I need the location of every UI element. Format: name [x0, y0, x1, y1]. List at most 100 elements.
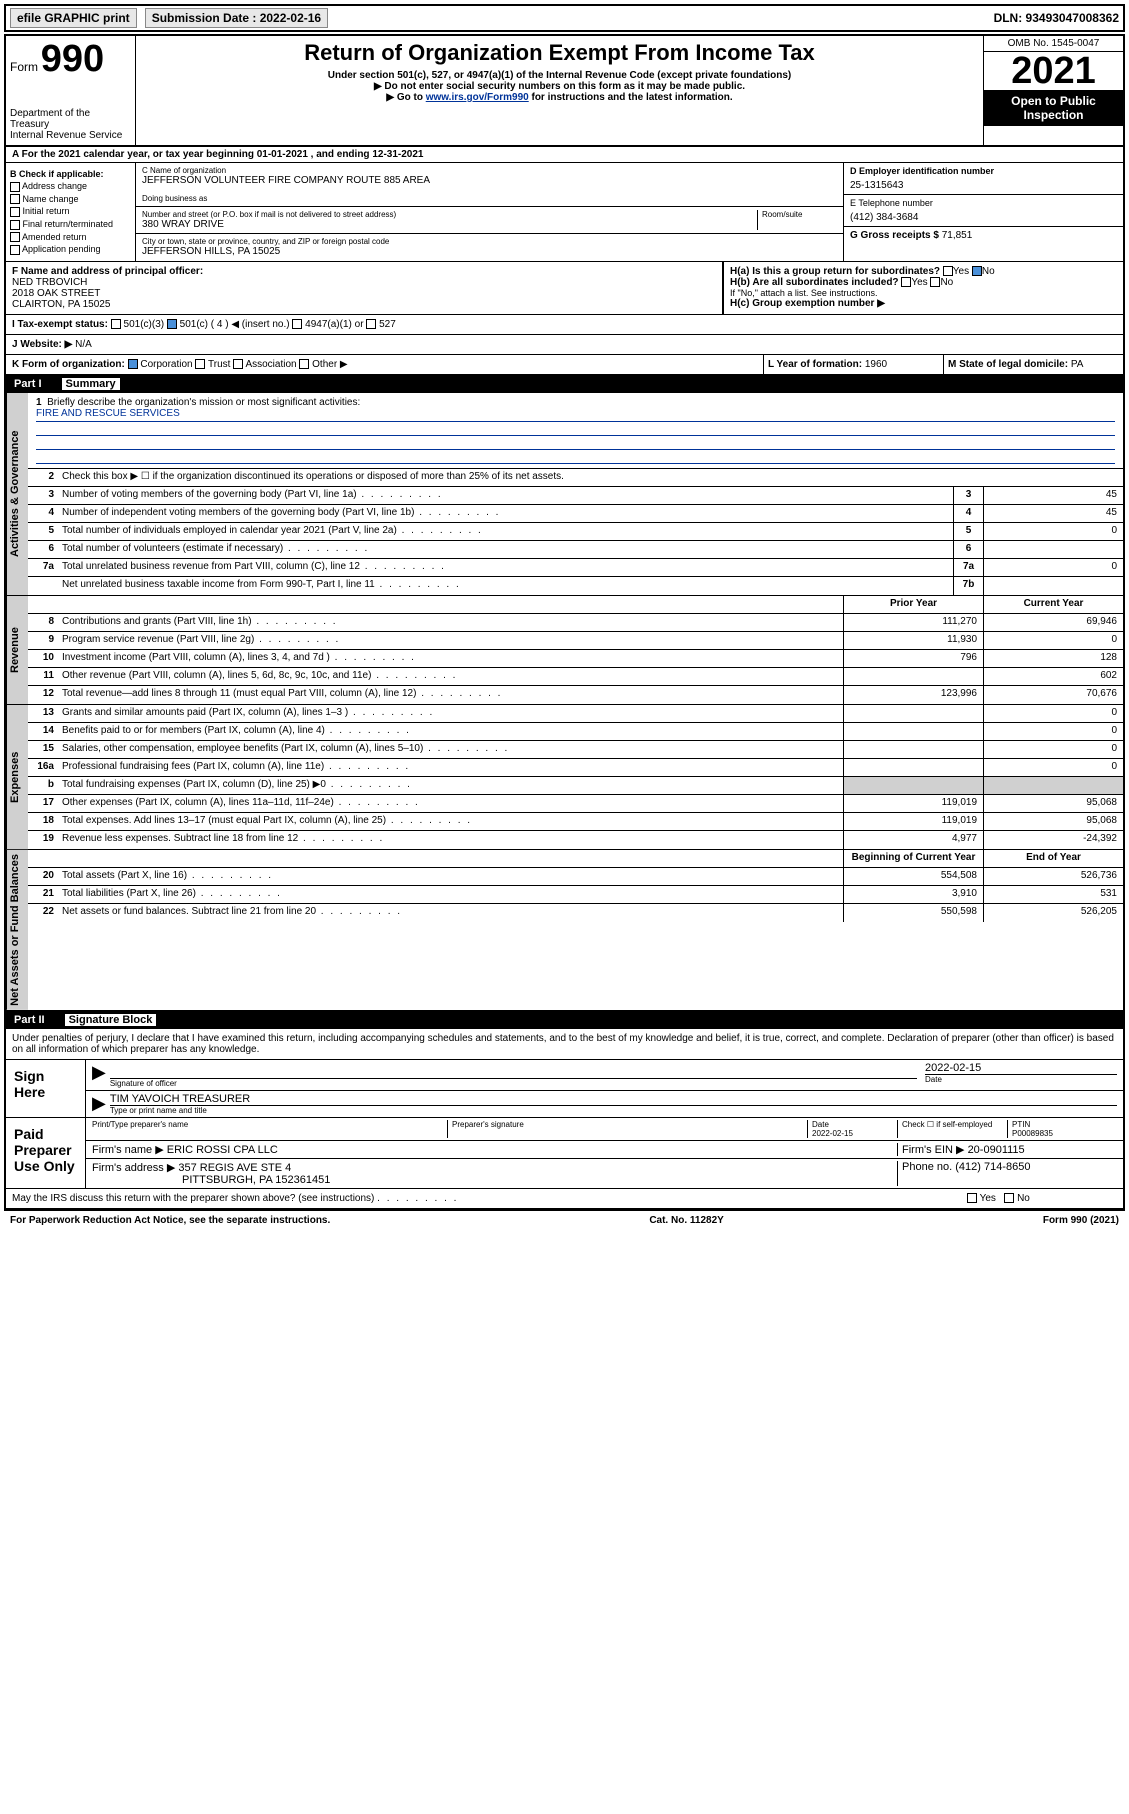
table-row: 16aProfessional fundraising fees (Part I… [28, 759, 1123, 777]
dln-label: DLN: 93493047008362 [994, 11, 1119, 25]
section-c: C Name of organization JEFFERSON VOLUNTE… [136, 163, 843, 261]
hb-no-checkbox[interactable] [930, 277, 940, 287]
section-bcd: B Check if applicable: Address change Na… [6, 163, 1123, 262]
table-row: 19Revenue less expenses. Subtract line 1… [28, 831, 1123, 849]
street-label: Number and street (or P.O. box if mail i… [142, 210, 757, 219]
header-left: Form 990 Department of the Treasury Inte… [6, 36, 136, 145]
gross-label: G Gross receipts $ [850, 230, 939, 241]
self-emp-label: Check ☐ if self-employed [897, 1120, 1007, 1138]
4947-checkbox[interactable] [292, 319, 302, 329]
year-header-row: Prior Year Current Year [28, 596, 1123, 614]
street-value: 380 WRAY DRIVE [142, 219, 224, 230]
501c3-checkbox[interactable] [111, 319, 121, 329]
assoc-checkbox[interactable] [233, 359, 243, 369]
tax-year: 2021 [984, 52, 1123, 90]
efile-print-button[interactable]: efile GRAPHIC print [10, 8, 137, 28]
hb-yes-checkbox[interactable] [901, 277, 911, 287]
row-k-label: K Form of organization: [12, 359, 125, 370]
form-title: Return of Organization Exempt From Incom… [144, 40, 975, 66]
mission-box: 1 Briefly describe the organization's mi… [28, 393, 1123, 469]
form-container: Form 990 Department of the Treasury Inte… [4, 34, 1125, 1211]
table-row: 22Net assets or fund balances. Subtract … [28, 904, 1123, 922]
table-row: 6Total number of volunteers (estimate if… [28, 541, 1123, 559]
b-checkbox[interactable] [10, 194, 20, 204]
table-row: 5Total number of individuals employed in… [28, 523, 1123, 541]
section-fh: F Name and address of principal officer:… [6, 262, 1123, 315]
firm-ein: 20-0901115 [968, 1144, 1025, 1156]
officer-city: CLAIRTON, PA 15025 [12, 299, 716, 310]
expenses-vert-label: Expenses [6, 705, 28, 849]
row-i: I Tax-exempt status: 501(c)(3) 501(c) ( … [6, 315, 1123, 335]
prior-year-header: Prior Year [843, 596, 983, 613]
table-row: 10Investment income (Part VIII, column (… [28, 650, 1123, 668]
footer-right: Form 990 (2021) [1043, 1215, 1119, 1226]
section-f-label: F Name and address of principal officer: [12, 266, 716, 277]
section-d: D Employer identification number 25-1315… [843, 163, 1123, 261]
mission-text: FIRE AND RESCUE SERVICES [36, 408, 1115, 422]
city-label: City or town, state or province, country… [142, 237, 389, 246]
row-l-value: 1960 [865, 359, 887, 370]
corp-checkbox[interactable] [128, 359, 138, 369]
b-checkbox[interactable] [10, 182, 20, 192]
527-checkbox[interactable] [366, 319, 376, 329]
governance-vert-label: Activities & Governance [6, 393, 28, 595]
ha-label: H(a) Is this a group return for subordin… [730, 266, 940, 277]
part1-label: Part I [14, 378, 42, 390]
section-b: B Check if applicable: Address change Na… [6, 163, 136, 261]
beg-year-header: Beginning of Current Year [843, 850, 983, 867]
hc-label: H(c) Group exemption number ▶ [730, 298, 1117, 309]
table-row: 11Other revenue (Part VIII, column (A), … [28, 668, 1123, 686]
b-checkbox[interactable] [10, 232, 20, 242]
table-row: 13Grants and similar amounts paid (Part … [28, 705, 1123, 723]
dba-label: Doing business as [142, 194, 837, 203]
expenses-section: Expenses 13Grants and similar amounts pa… [6, 705, 1123, 850]
b-checkbox[interactable] [10, 245, 20, 255]
governance-section: Activities & Governance 1 Briefly descri… [6, 393, 1123, 596]
table-row: 9Program service revenue (Part VIII, lin… [28, 632, 1123, 650]
footer: For Paperwork Reduction Act Notice, see … [4, 1211, 1125, 1230]
sig-date: 2022-02-15 [925, 1062, 1117, 1074]
part1-header: Part I Summary [6, 375, 1123, 393]
prep-date: 2022-02-15 [812, 1129, 853, 1138]
header-right: OMB No. 1545-0047 2021 Open to Public In… [983, 36, 1123, 145]
table-row: 3Number of voting members of the governi… [28, 487, 1123, 505]
discuss-yes-checkbox[interactable] [967, 1193, 977, 1203]
irs-link[interactable]: www.irs.gov/Form990 [426, 92, 529, 103]
phone-label: E Telephone number [850, 198, 1117, 208]
b-checkbox[interactable] [10, 207, 20, 217]
501c-checkbox[interactable] [167, 319, 177, 329]
gross-value: 71,851 [942, 230, 973, 241]
table-row: 8Contributions and grants (Part VIII, li… [28, 614, 1123, 632]
submission-date-button[interactable]: Submission Date : 2022-02-16 [145, 8, 328, 28]
firm-city: PITTSBURGH, PA 152361451 [182, 1174, 897, 1186]
discuss-no-checkbox[interactable] [1004, 1193, 1014, 1203]
declaration-text: Under penalties of perjury, I declare th… [6, 1029, 1123, 1060]
ha-yes-checkbox[interactable] [943, 266, 953, 276]
ha-no-checkbox[interactable] [972, 266, 982, 276]
org-name: JEFFERSON VOLUNTEER FIRE COMPANY ROUTE 8… [142, 175, 430, 186]
part2-label: Part II [14, 1014, 45, 1026]
q2-row: 2 Check this box ▶ ☐ if the organization… [28, 469, 1123, 487]
section-b-label: B Check if applicable: [10, 169, 131, 179]
part2-title: Signature Block [65, 1014, 157, 1026]
website-label: J Website: ▶ [12, 339, 72, 350]
subtitle-3: ▶ Go to www.irs.gov/Form990 for instruct… [144, 92, 975, 103]
firm-name: ERIC ROSSI CPA LLC [167, 1144, 278, 1156]
paid-preparer-row: Paid Preparer Use Only Print/Type prepar… [6, 1118, 1123, 1189]
header-center: Return of Organization Exempt From Incom… [136, 36, 983, 145]
table-row: 7aTotal unrelated business revenue from … [28, 559, 1123, 577]
trust-checkbox[interactable] [195, 359, 205, 369]
table-row: 18Total expenses. Add lines 13–17 (must … [28, 813, 1123, 831]
footer-mid: Cat. No. 11282Y [649, 1215, 723, 1226]
table-row: 20Total assets (Part X, line 16)554,5085… [28, 868, 1123, 886]
row-l-label: L Year of formation: [768, 359, 862, 370]
paid-preparer-label: Paid Preparer Use Only [6, 1118, 86, 1188]
dept-label: Department of the Treasury [10, 108, 131, 130]
footer-left: For Paperwork Reduction Act Notice, see … [10, 1215, 330, 1226]
table-row: bTotal fundraising expenses (Part IX, co… [28, 777, 1123, 795]
row-j: J Website: ▶ N/A [6, 335, 1123, 355]
revenue-section: Revenue Prior Year Current Year 8Contrib… [6, 596, 1123, 705]
b-checkbox[interactable] [10, 220, 20, 230]
form-word: Form [10, 60, 38, 74]
other-checkbox[interactable] [299, 359, 309, 369]
